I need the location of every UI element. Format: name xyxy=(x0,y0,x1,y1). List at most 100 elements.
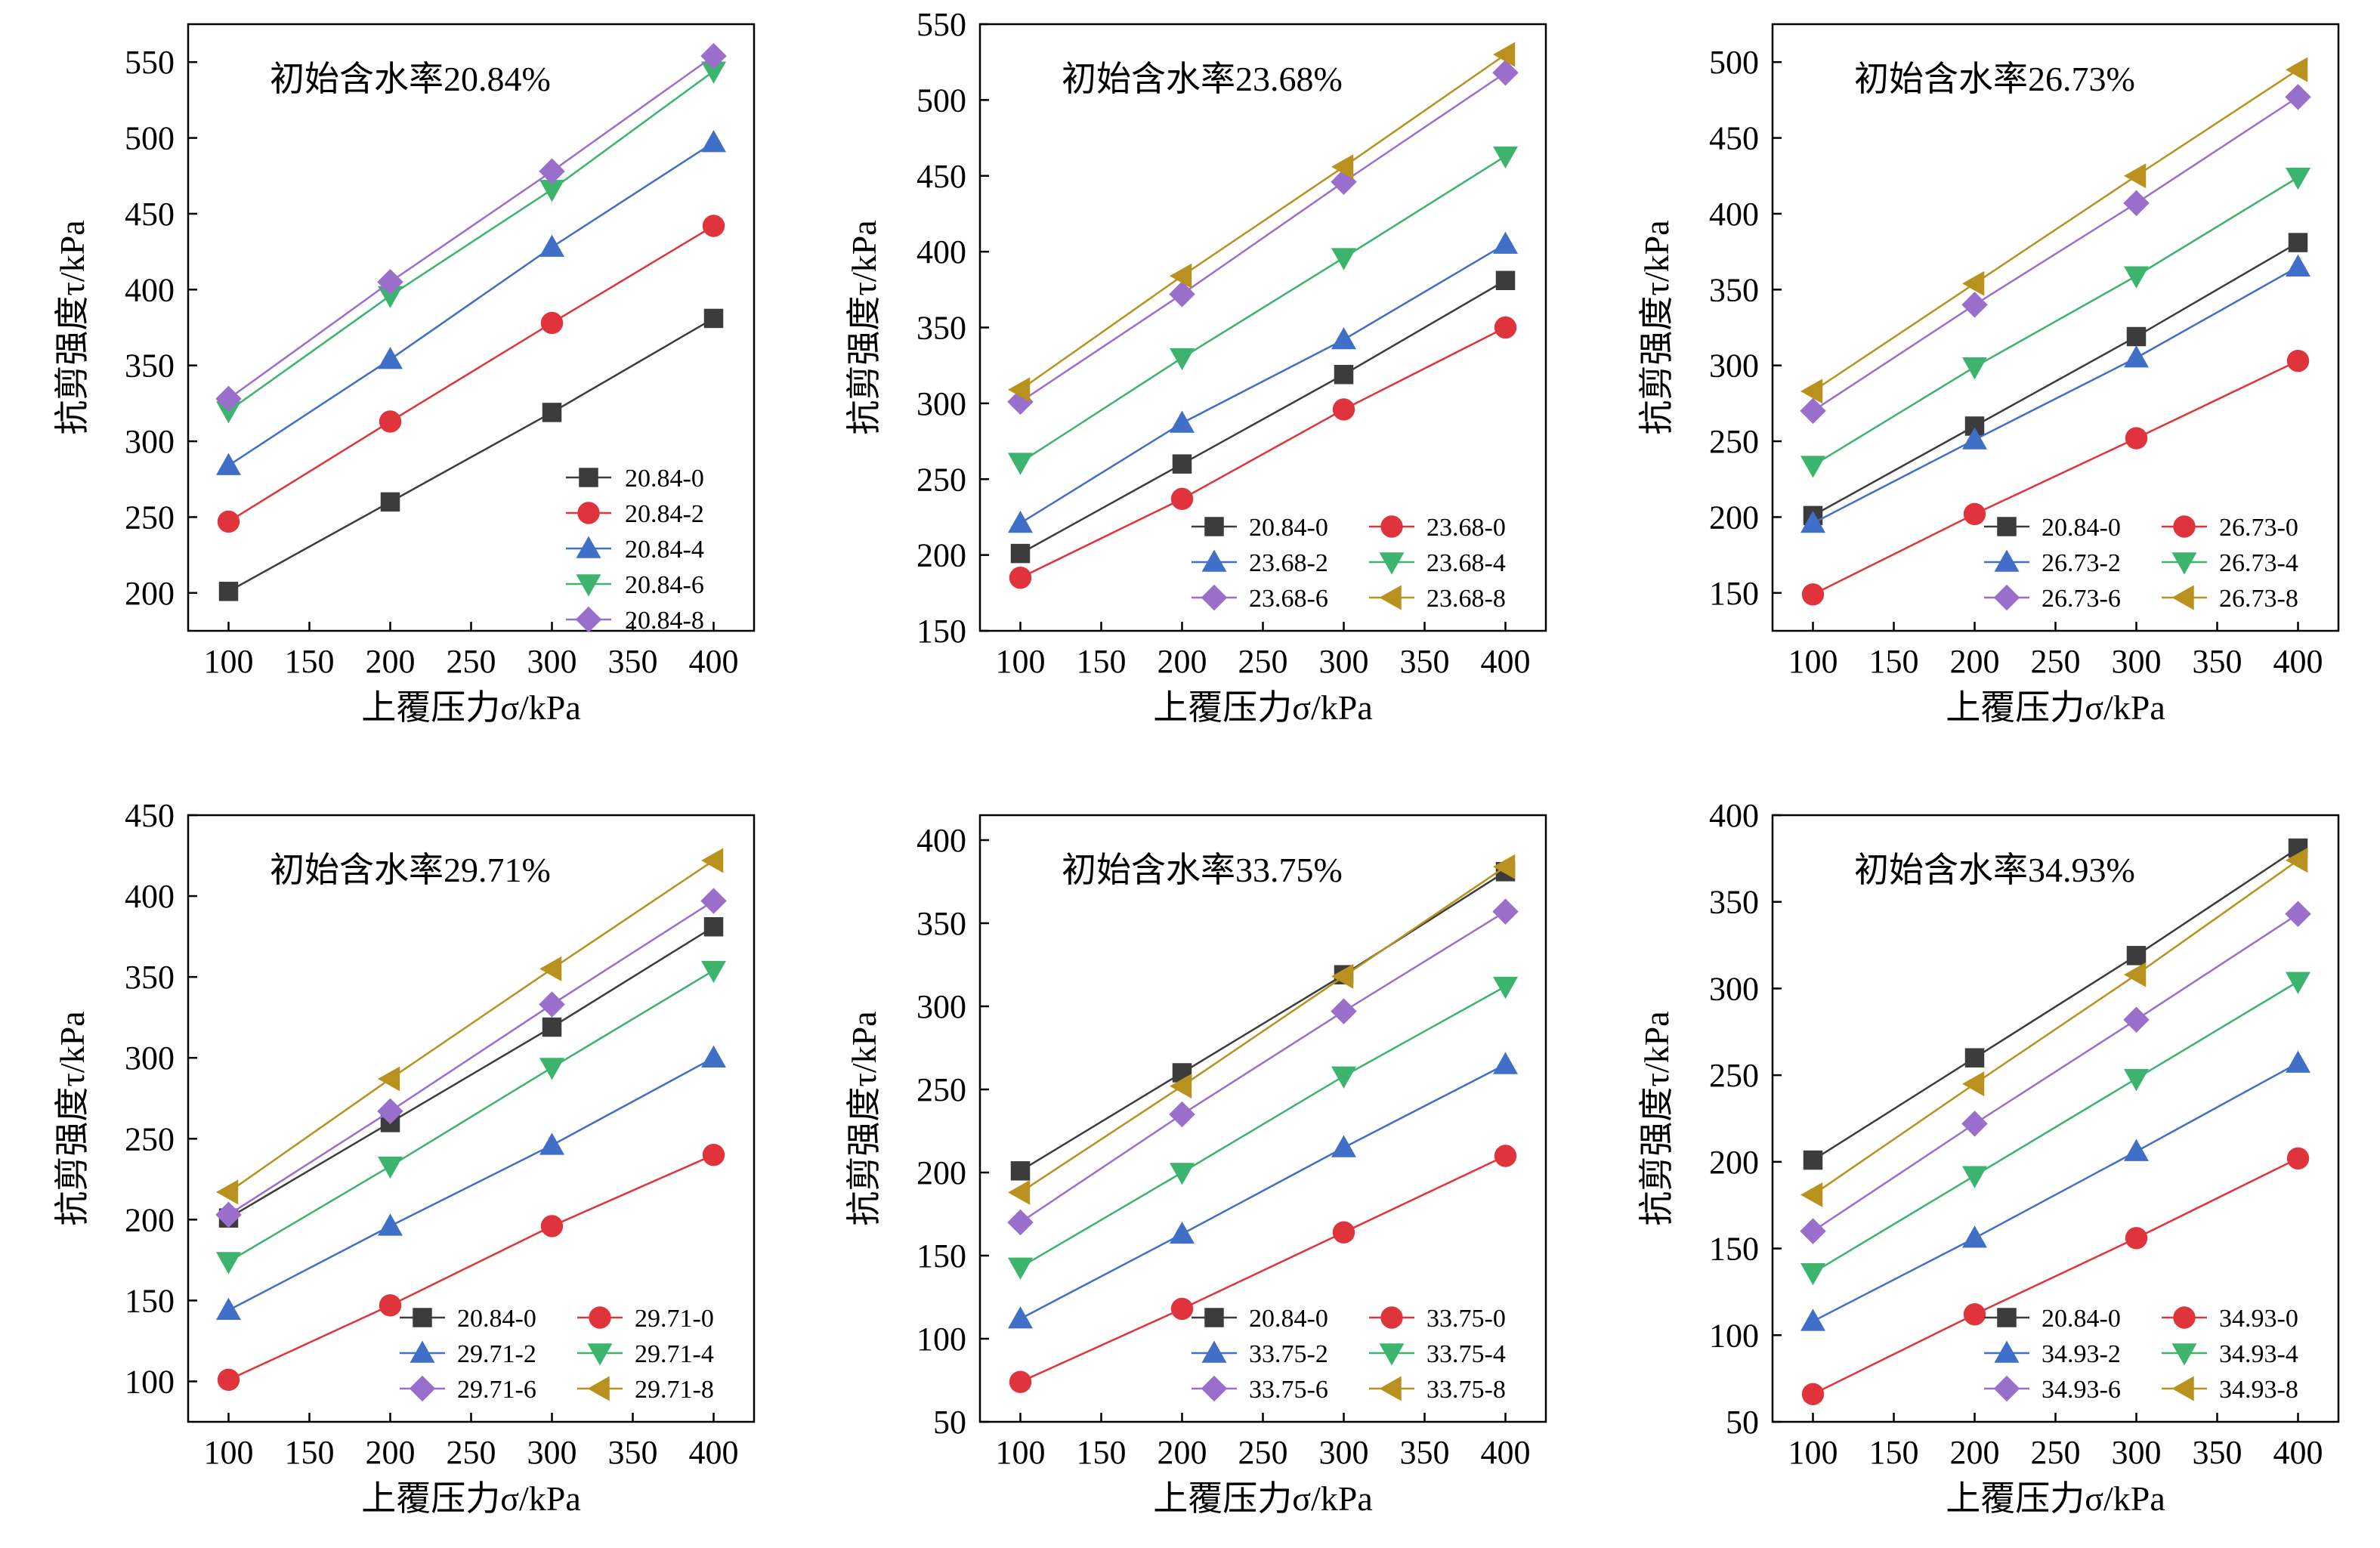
legend-label: 20.84-4 xyxy=(625,536,704,564)
x-tick-label: 250 xyxy=(2031,1434,2081,1471)
data-point-23.68-8 xyxy=(1331,154,1354,180)
data-point-34.93-2 xyxy=(2124,1139,2149,1161)
legend: 20.84-0 23.68-0 23.68-2 23.68-4 23.68-6 23.68… xyxy=(1192,514,1506,613)
series-line-34.93-4 xyxy=(1812,981,2299,1274)
y-tick-label: 250 xyxy=(125,499,175,536)
data-point-23.68-4 xyxy=(1008,453,1033,475)
y-tick-label: 50 xyxy=(1726,1404,1759,1441)
data-point-34.93-4 xyxy=(1800,1262,1825,1286)
legend-label: 34.93-8 xyxy=(2219,1376,2298,1404)
data-point-26.73-4 xyxy=(1962,357,1987,380)
data-point-23.68-8 xyxy=(1170,263,1192,289)
data-point-34.93-6 xyxy=(1961,1111,1988,1137)
data-point-23.68-0 xyxy=(1494,316,1517,339)
data-point-34.93-0 xyxy=(2286,1147,2310,1169)
series-line-23.68-4 xyxy=(1019,155,1507,464)
legend-label: 33.75-0 xyxy=(1426,1305,1506,1333)
series-line-26.73-2 xyxy=(1812,266,2299,524)
series-line-20.84-0 xyxy=(227,925,715,1219)
legend-label: 20.84-8 xyxy=(625,607,704,635)
legend-marker-20.84-0 xyxy=(579,468,598,487)
data-point-26.73-4 xyxy=(2124,266,2149,289)
legend-marker-26.73-4 xyxy=(2171,552,2197,575)
data-point-33.75-4 xyxy=(1493,976,1518,1000)
x-tick-label: 100 xyxy=(1788,643,1838,680)
data-point-20.84-4 xyxy=(701,130,726,153)
chart-panel-2: 100 150 200 250 300 350 400 150 200 250 300 350 400 4… xyxy=(845,6,1547,727)
data-point-26.73-2 xyxy=(1800,510,1825,533)
chart-panel-3: 100 150 200 250 300 350 400 150 200 250 300 350 400 4… xyxy=(1637,23,2340,727)
data-point-29.71-6 xyxy=(215,1201,242,1228)
legend: 20.84-0 34.93-0 34.93-2 34.93-4 34.93-6 34.93… xyxy=(1984,1305,2298,1404)
series-line-26.73-0 xyxy=(1812,360,2299,595)
data-point-29.71-0 xyxy=(217,1368,240,1392)
series-line-33.75-2 xyxy=(1019,1063,1507,1320)
data-point-20.84-0 xyxy=(380,492,400,512)
legend-marker-23.68-0 xyxy=(1380,515,1403,538)
legend-label: 29.71-0 xyxy=(635,1305,714,1333)
legend-label: 34.93-6 xyxy=(2042,1376,2121,1404)
y-tick-label: 200 xyxy=(125,575,175,612)
y-tick-label: 400 xyxy=(1709,797,1759,834)
legend-marker-34.93-6 xyxy=(1993,1375,2020,1402)
y-tick-label: 300 xyxy=(1709,970,1759,1007)
x-axis-title: 上覆压力σ/kPa xyxy=(361,688,581,727)
x-tick-label: 350 xyxy=(608,1434,658,1471)
data-point-23.68-8 xyxy=(1008,377,1031,403)
x-tick-label: 300 xyxy=(1319,1434,1369,1471)
data-point-23.68-2 xyxy=(1008,510,1033,533)
series-line-33.75-6 xyxy=(1019,910,1507,1224)
legend-label: 33.75-2 xyxy=(1249,1340,1328,1368)
legend-label: 26.73-4 xyxy=(2219,549,2298,577)
data-point-29.71-6 xyxy=(539,991,565,1018)
data-point-23.68-6 xyxy=(1492,59,1519,86)
data-point-20.84-4 xyxy=(539,234,564,257)
series-line-20.84-4 xyxy=(227,141,715,467)
data-point-34.93-8 xyxy=(2124,962,2147,987)
data-point-20.84-0 xyxy=(218,582,239,601)
data-point-20.84-4 xyxy=(378,347,403,369)
data-point-20.84-2 xyxy=(702,215,725,237)
data-point-20.84-0 xyxy=(1803,1150,1823,1170)
x-tick-label: 400 xyxy=(1481,643,1531,680)
legend-marker-26.73-6 xyxy=(1993,584,2020,611)
data-point-33.75-6 xyxy=(1331,998,1357,1024)
legend-marker-20.84-2 xyxy=(577,502,600,524)
y-tick-label: 450 xyxy=(1709,120,1759,157)
data-point-23.68-4 xyxy=(1331,248,1356,270)
data-point-20.84-0 xyxy=(1010,543,1031,564)
annotation-moisture: 初始含水率23.68% xyxy=(1062,60,1343,98)
legend-label: 29.71-8 xyxy=(635,1376,714,1404)
data-point-26.73-6 xyxy=(1800,397,1826,425)
data-point-33.75-6 xyxy=(1007,1209,1034,1236)
x-tick-label: 150 xyxy=(1077,643,1127,680)
series-line-34.93-0 xyxy=(1812,1157,2299,1395)
legend-label: 34.93-4 xyxy=(2219,1340,2298,1368)
data-point-33.75-8 xyxy=(1331,963,1354,989)
y-axis-title: 抗剪强度τ/kPa xyxy=(845,1011,883,1225)
series-line-23.68-6 xyxy=(1019,72,1507,403)
data-point-26.73-8 xyxy=(1800,379,1823,404)
series-line-29.71-4 xyxy=(227,969,715,1263)
data-point-20.84-0 xyxy=(1010,1161,1031,1181)
x-tick-label: 200 xyxy=(366,643,416,680)
data-point-33.75-2 xyxy=(1008,1306,1033,1329)
data-point-26.73-6 xyxy=(2285,84,2311,110)
y-tick-label: 400 xyxy=(125,271,175,308)
data-point-20.84-2 xyxy=(540,311,564,335)
legend-marker-33.75-4 xyxy=(1379,1343,1405,1366)
x-axis-title: 上覆压力σ/kPa xyxy=(361,1479,581,1518)
y-tick-label: 450 xyxy=(125,196,175,233)
legend-label: 34.93-2 xyxy=(2042,1340,2121,1368)
legend-label: 20.84-2 xyxy=(625,500,704,528)
data-point-20.84-6 xyxy=(378,286,403,308)
series-line-23.68-2 xyxy=(1019,243,1507,524)
y-tick-label: 250 xyxy=(916,1071,966,1108)
series-line-20.84-0 xyxy=(1019,870,1507,1172)
series-line-34.93-6 xyxy=(1812,913,2299,1232)
legend-marker-26.73-2 xyxy=(1994,549,2020,572)
legend-marker-26.73-8 xyxy=(2171,585,2194,610)
legend-marker-33.75-0 xyxy=(1380,1306,1403,1329)
y-tick-label: 350 xyxy=(1709,271,1759,308)
